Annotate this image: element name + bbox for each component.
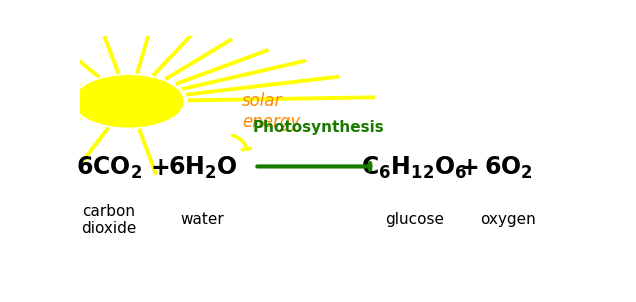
Circle shape [74,76,183,127]
Text: Photosynthesis: Photosynthesis [252,120,384,135]
Text: solar: solar [242,92,282,110]
Text: $\mathbf{6O_2}$: $\mathbf{6O_2}$ [484,155,533,181]
Text: energy: energy [242,113,300,131]
Text: water: water [181,212,225,227]
Text: oxygen: oxygen [480,212,536,227]
Text: carbon
dioxide: carbon dioxide [81,204,137,236]
Text: $\mathbf{6CO_2}$: $\mathbf{6CO_2}$ [76,155,142,181]
Text: $\mathbf{+}$: $\mathbf{+}$ [459,156,478,180]
Text: $\mathbf{6H_2O}$: $\mathbf{6H_2O}$ [168,155,237,181]
Text: glucose: glucose [385,212,444,227]
Text: $\mathbf{C_6H_{12}O_6}$: $\mathbf{C_6H_{12}O_6}$ [361,155,468,181]
Text: $\mathbf{+}$: $\mathbf{+}$ [150,156,169,180]
